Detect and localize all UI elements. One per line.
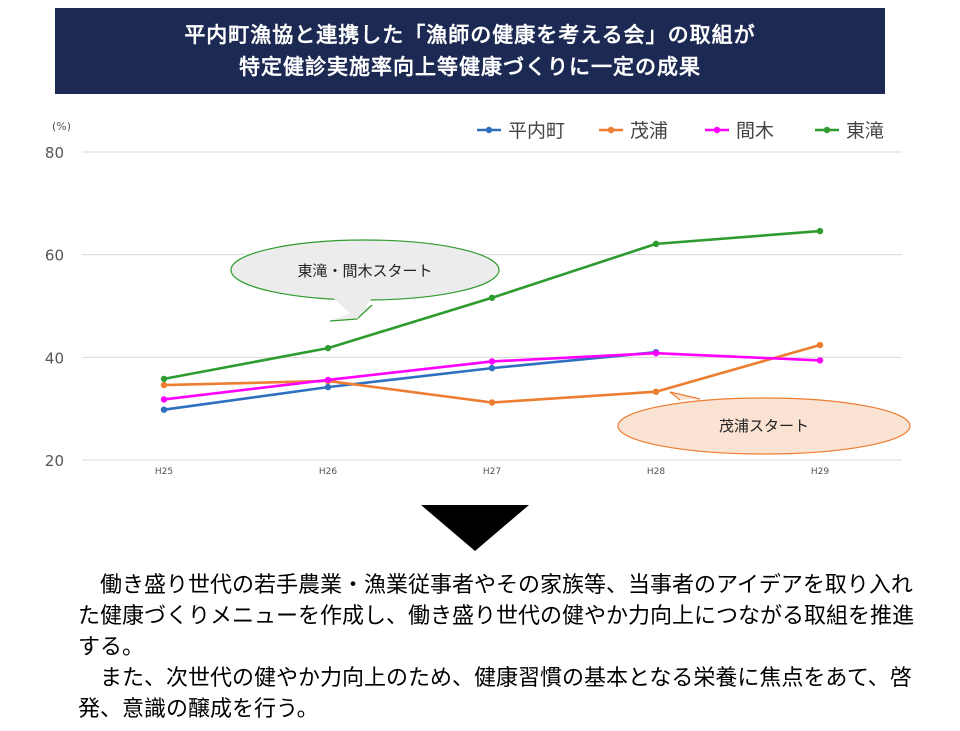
y-tick-label: 80 <box>45 144 64 162</box>
title-banner: 平内町漁協と連携した「漁師の健康を考える会」の取組が 特定健診実施率向上等健康づ… <box>55 8 885 94</box>
legend-marker-0 <box>485 126 493 134</box>
data-point-3 <box>324 344 332 352</box>
x-tick-label: H29 <box>811 467 829 477</box>
data-point-1 <box>160 381 168 389</box>
legend-marker-3 <box>823 126 831 134</box>
callout-text-moura: 茂浦スタート <box>719 417 809 435</box>
legend-label-2: 間木 <box>736 120 774 142</box>
series-line-0 <box>163 350 657 411</box>
title-line-1: 平内町漁協と連携した「漁師の健康を考える会」の取組が <box>184 23 756 47</box>
legend-marker-2 <box>713 126 721 134</box>
data-point-3 <box>816 227 824 235</box>
data-point-3 <box>652 240 660 248</box>
data-point-2 <box>488 358 496 365</box>
data-point-1 <box>488 399 496 406</box>
data-point-0 <box>488 364 496 372</box>
y-unit-label: (%) <box>52 120 71 133</box>
legend-label-3: 東滝 <box>846 120 884 142</box>
callout-text-tosaki-maki: 東滝・間木スタート <box>297 262 432 280</box>
series-line-1 <box>163 343 821 404</box>
x-tick-label: H25 <box>155 467 173 477</box>
title-line-2: 特定健診実施率向上等健康づくりに一定の成果 <box>239 55 701 79</box>
data-point-3 <box>160 375 168 383</box>
legend-label-1: 茂浦 <box>630 120 668 142</box>
body-paragraph-1: 働き盛り世代の若手農業・漁業従事者やその家族等、当事者のアイデアを取り入れた健康… <box>78 573 915 660</box>
y-tick-label: 60 <box>45 247 64 265</box>
callout-pointer-fill <box>333 298 372 319</box>
legend-label-0: 平内町 <box>508 120 565 142</box>
data-point-1 <box>816 341 824 349</box>
y-tick-label: 20 <box>45 452 64 470</box>
down-arrow-icon <box>421 505 529 551</box>
x-tick-label: H27 <box>483 467 501 477</box>
x-tick-label: H26 <box>319 467 337 477</box>
callout-pointer <box>669 391 701 401</box>
data-point-0 <box>324 383 332 391</box>
body-text: 働き盛り世代の若手農業・漁業従事者やその家族等、当事者のアイデアを取り入れた健康… <box>78 570 918 725</box>
x-tick-label: H28 <box>647 467 665 477</box>
data-point-2 <box>324 376 332 384</box>
y-tick-label: 40 <box>45 349 64 367</box>
data-point-2 <box>652 350 660 357</box>
data-point-0 <box>160 406 168 413</box>
data-point-2 <box>816 357 824 364</box>
data-point-3 <box>488 294 496 301</box>
line-chart: 20 40 60 80 (%) H25 H26 H27 H28 H29 東滝・間木スタート茂浦スター… <box>45 120 911 477</box>
legend-marker-1 <box>607 126 615 134</box>
data-point-1 <box>652 388 660 395</box>
body-paragraph-2: また、次世代の健やか力向上のため、健康習慣の基本となる栄養に焦点をあて、啓発、意… <box>78 666 912 722</box>
data-point-2 <box>160 396 168 403</box>
callout-bubble-moura <box>617 397 911 455</box>
